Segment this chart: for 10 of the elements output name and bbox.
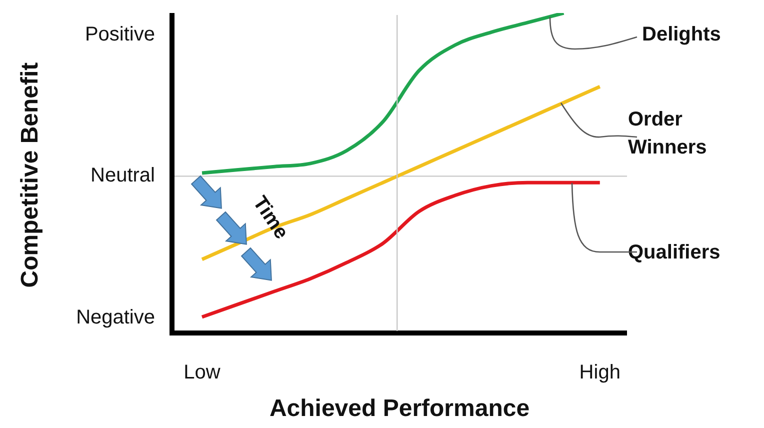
x-tick-label: High (579, 362, 620, 384)
x-tick-label: Low (184, 362, 221, 384)
text: Positive (84, 24, 155, 46)
text: Negative (76, 306, 155, 329)
text: Delights (642, 24, 721, 46)
text: Neutral (90, 164, 155, 187)
text: Competitive Benefit (16, 62, 44, 288)
x-axis-title: Achieved Performance (269, 395, 530, 422)
series-label: Order Winners (628, 108, 707, 159)
text: Qualifiers (628, 242, 720, 264)
